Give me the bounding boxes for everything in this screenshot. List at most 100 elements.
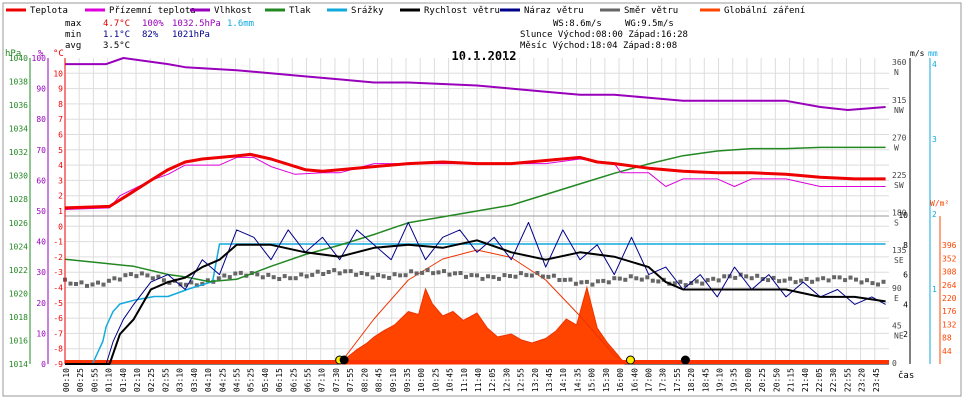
hpa-tick: 1028 [9,195,28,204]
legend-label: Teplota [30,6,68,16]
wind-direction-point [733,275,738,280]
x-tick-label: 09:35 [403,368,412,392]
temp-tick: 7 [58,115,63,124]
temp-tick: -6 [53,314,63,323]
x-tick-label: 14:10 [559,368,568,392]
wind-direction-point [766,278,771,283]
pct-tick: 90 [36,85,46,94]
wind-direction-point [447,272,452,277]
wind-direction-point [277,277,282,281]
dir-tick: 225 [892,171,907,180]
wind-direction-point [689,281,694,286]
x-tick-label: 09:10 [389,368,398,392]
wind-direction-point [359,271,364,275]
series-wind-speed [65,239,886,365]
legend-label: Tlak [289,6,311,16]
wind-direction-point [832,275,837,280]
x-tick-label: 23:45 [872,368,881,392]
wind-direction-point [403,273,408,278]
temp-tick: -3 [53,268,63,277]
stats-panel: max 4.7°C 100% 1032.5hPa 1.6mm min 1.1°C 82% 102… [65,19,688,51]
wind-direction-point [123,273,128,278]
pct-tick: 40 [36,238,46,247]
wind-direction-point [540,274,545,279]
wind-direction-point [85,283,89,288]
stat-gust: WG:9.5m/s [625,19,674,29]
wind-direction-point [321,272,326,276]
wind-direction-point [711,276,716,281]
stat-moon: Měsíc Východ:18:04 Západ:8:08 [520,41,677,51]
rad-tick: 352 [942,254,957,263]
stat-wind: WS:8.6m/s [553,19,602,29]
wind-direction-point [288,276,293,281]
x-tick-label: 19:10 [716,368,725,392]
wind-direction-point [562,277,567,282]
x-tick-label: 03:40 [190,368,199,392]
wind-direction-point [271,275,276,280]
stat-value: 1.1°C [103,30,130,40]
x-tick-label: 18:20 [687,368,696,392]
dir-label: NE [894,331,904,340]
x-tick-label: 05:25 [247,368,256,392]
wind-direction-point [486,274,490,279]
x-tick-label: 04:25 [218,368,227,392]
x-tick-label: 21:40 [801,368,810,392]
wind-direction-point [90,282,95,287]
legend-label: Směr větru [624,6,678,16]
pct-tick: 30 [36,268,46,277]
x-tick-label: 22:30 [829,368,838,392]
wind-direction-point [573,281,578,286]
wind-direction-point [370,275,375,280]
wind-direction-point [238,270,243,275]
wind-direction-point [837,275,842,280]
wind-direction-point [96,280,100,285]
wind-direction-point [458,271,463,275]
legend-label: Rychlost větru [424,6,500,16]
rad-tick: 308 [942,268,957,277]
wind-direction-point [354,272,359,277]
legend-label: Náraz větru [524,6,584,16]
x-tick-label: 12:30 [502,368,511,392]
stat-sun: Slunce Východ:08:00 Západ:16:28 [520,30,688,40]
x-tick-label: 12:55 [517,368,526,392]
wind-direction-point [227,275,232,280]
x-tick-label: 04:55 [232,368,241,392]
chart-title: 10.1.2012 [451,49,516,63]
left-axes: hPa% °C1040103810361034103210301028102610… [5,49,66,369]
marker-sun-set [625,355,635,365]
wind-direction-point [876,282,880,287]
dir-label: S [894,219,899,228]
wind-direction-point [365,272,370,277]
pct-tick: 70 [36,146,46,155]
wind-direction-point [865,278,869,283]
wind-direction-point [145,273,150,278]
wind-direction-point [678,279,683,284]
x-tick-label: 08:20 [360,368,369,392]
hpa-tick: 1024 [9,242,28,251]
series-humidity [65,57,886,111]
x-tick-label: 07:30 [332,368,341,392]
hpa-tick: 1040 [9,54,28,63]
x-tick-label: 10:25 [431,368,440,392]
wind-direction-point [74,282,78,286]
stat-label: min [65,30,81,40]
wind-direction-point [348,269,353,274]
wind-direction-point [332,268,337,273]
rad-tick: 396 [942,241,957,250]
wind-direction-point [293,276,298,281]
axis-temp-unit: °C [53,49,64,59]
pct-tick: 10 [36,329,46,338]
temp-tick: -4 [53,284,63,293]
wind-direction-point [502,273,507,278]
wind-direction-point [700,281,705,286]
pct-tick: 80 [36,115,46,124]
wind-direction-point [656,279,661,284]
temp-tick: -5 [53,299,63,308]
rad-tick: 132 [942,320,957,329]
stat-value: 1021hPa [172,30,210,40]
axis-mm-unit: mm [928,49,938,58]
x-tick-label: 22:05 [815,368,824,392]
x-tick-label: 06:25 [289,368,298,392]
wind-direction-point [128,272,133,277]
hpa-tick: 1036 [9,101,28,110]
